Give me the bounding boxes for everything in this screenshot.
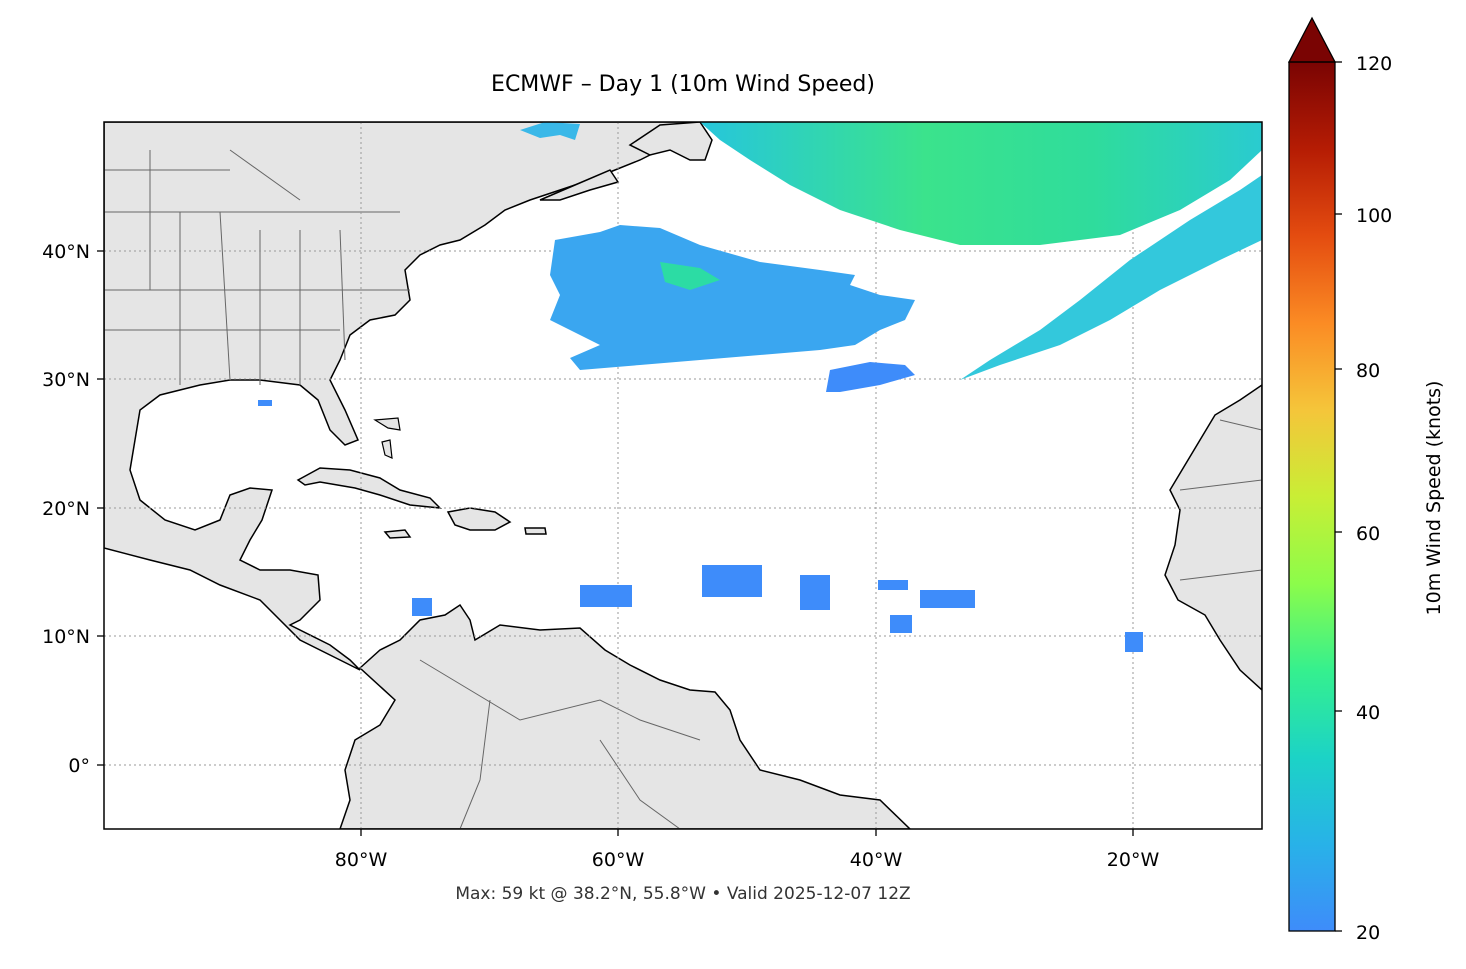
puerto-rico-land [524,527,547,535]
wind-band-northeast [960,175,1262,380]
y-tick-label: 10°N [42,626,90,648]
colorbar-label: 10m Wind Speed (knots) [1423,381,1445,616]
colorbar-tick-label: 20 [1356,922,1380,944]
map-frame [103,121,1263,830]
map-title: ECMWF – Day 1 (10m Wind Speed) [491,72,875,97]
y-ticks [97,250,104,766]
y-tick-label: 0° [68,755,90,777]
colorbar-tick-label: 120 [1356,53,1392,75]
wind-area-central [550,225,915,370]
y-tick-label: 40°N [42,241,90,263]
x-ticks [360,829,1134,836]
admin-borders [104,149,1262,829]
wind-patches-tropical [258,400,1143,652]
y-tick-label: 30°N [42,369,90,391]
gridlines [104,122,1262,829]
wind-band-north [700,122,1262,245]
x-tick-label: 60°W [592,849,645,871]
africa-land [1164,384,1262,692]
colorbar: 120 100 80 60 40 20 10m Wind Speed (knot… [1287,16,1445,944]
bahamas-land [373,417,401,459]
wind-max-core [660,262,720,290]
newfoundland-land [628,122,713,161]
wind-area-azores [826,362,915,392]
y-tick-label: 20°N [42,498,90,520]
x-tick-label: 20°W [1107,849,1160,871]
hispaniola-land [446,507,512,531]
colorbar-tick-label: 100 [1356,205,1392,227]
x-tick-label: 80°W [335,849,388,871]
colorbar-tick-label: 80 [1356,360,1380,382]
colorbar-tick-label: 40 [1356,702,1380,724]
jamaica-land [383,529,412,539]
colorbar-extend-arrow [1287,16,1337,63]
colorbar-tick-label: 60 [1356,523,1380,545]
wind-cluster-lab [520,122,580,140]
colorbar-gradient [1289,62,1335,931]
south-america-land [339,603,912,829]
north-america-land [104,122,701,671]
map-footer: Max: 59 kt @ 38.2°N, 55.8°W • Valid 2025… [455,884,911,904]
x-tick-label: 40°W [850,849,903,871]
